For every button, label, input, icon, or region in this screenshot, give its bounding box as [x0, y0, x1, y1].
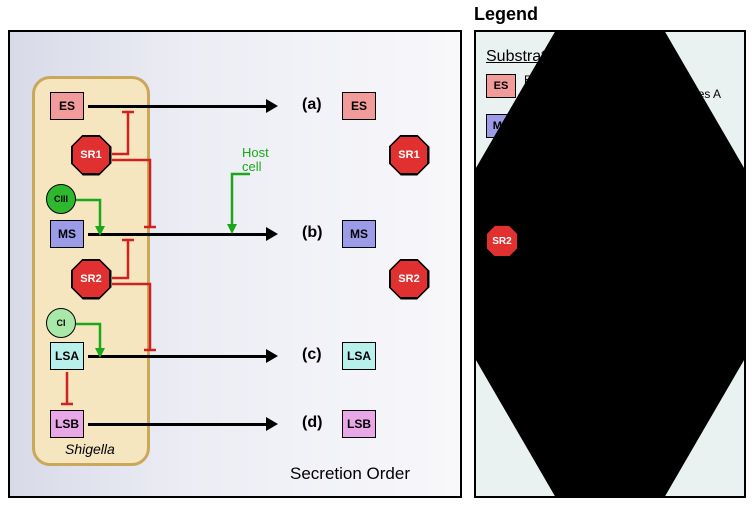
node-sr2-in: SR2	[72, 260, 110, 298]
node-sr2-out: SR2	[390, 260, 428, 298]
arrow-d	[88, 423, 268, 426]
node-lsa-out: LSA	[342, 342, 376, 370]
node-ms-out: MS	[342, 220, 376, 248]
arrow-b	[88, 233, 268, 236]
cell-label: Shigella	[65, 441, 115, 457]
node-lsa-in: LSA	[50, 342, 84, 370]
node-es-in: ES	[50, 92, 84, 120]
arrow-c	[88, 355, 268, 358]
node-lsb-in: LSB	[50, 410, 84, 438]
label-a: (a)	[302, 96, 322, 114]
legend-panel: Substrates ESEarly Substrates LSALate Su…	[474, 30, 746, 498]
main-diagram-panel: Shigella ES SR1 CIII MS SR2 CI LSA LSB (…	[8, 30, 462, 498]
node-sr1-in: SR1	[72, 136, 110, 174]
node-lsb-out: LSB	[342, 410, 376, 438]
node-ci: CI	[46, 308, 76, 338]
legend-sr2-icon: SR2	[486, 225, 518, 257]
legend-es-icon: ES	[486, 74, 516, 98]
label-c: (c)	[302, 346, 322, 364]
secretion-order-label: Secretion Order	[290, 464, 410, 484]
node-ciii: CIII	[46, 184, 76, 214]
label-b: (b)	[302, 224, 322, 242]
legend-title: Legend	[474, 4, 538, 25]
host-cell-label: Hostcell	[242, 146, 269, 175]
label-d: (d)	[302, 414, 322, 432]
arrow-a	[88, 105, 268, 108]
legend-item-sr2: SR2The second switch regulator, aka the …	[486, 225, 734, 257]
node-sr1-out: SR1	[390, 136, 428, 174]
node-ms-in: MS	[50, 220, 84, 248]
node-es-out: ES	[342, 92, 376, 120]
